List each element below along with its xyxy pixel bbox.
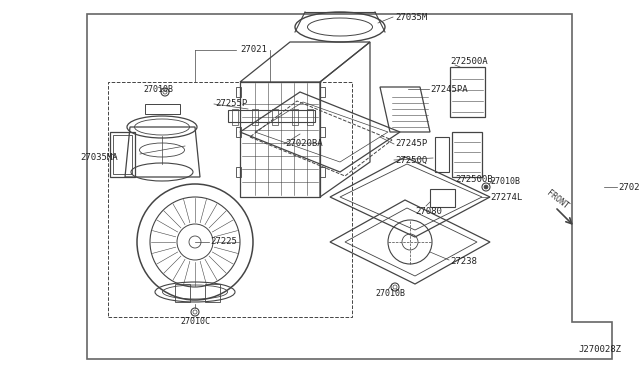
Text: 27021: 27021 (240, 45, 267, 55)
Text: 27010B: 27010B (143, 84, 173, 93)
Circle shape (484, 185, 488, 189)
Text: 27035MA: 27035MA (81, 153, 118, 161)
Bar (292, 109, 298, 125)
Text: 27020BA: 27020BA (285, 140, 323, 148)
Bar (320, 127, 325, 137)
Text: 27255P: 27255P (215, 99, 247, 109)
Text: 27238: 27238 (450, 257, 477, 266)
Text: 27250Q: 27250Q (395, 155, 428, 164)
Bar (110, 132, 135, 177)
Bar (307, 109, 313, 125)
Text: 27010B: 27010B (375, 289, 405, 298)
Text: FRONT: FRONT (545, 189, 570, 211)
Bar (236, 127, 241, 137)
Text: 272500A: 272500A (450, 58, 488, 67)
Text: 27010B: 27010B (490, 177, 520, 186)
Bar (320, 167, 325, 177)
Bar (452, 132, 482, 177)
Bar (435, 137, 449, 172)
Text: 27245P: 27245P (395, 140, 428, 148)
Text: 27080: 27080 (415, 208, 442, 217)
Bar (320, 87, 325, 97)
Text: J270028Z: J270028Z (578, 346, 621, 355)
Text: 27274L: 27274L (490, 192, 522, 202)
Text: 27225: 27225 (210, 237, 237, 247)
Bar (236, 167, 241, 177)
Bar (232, 109, 238, 125)
Text: 27020: 27020 (618, 183, 640, 192)
Text: 27035M: 27035M (395, 13, 428, 22)
Text: 272500B: 272500B (455, 176, 493, 185)
Bar (450, 67, 485, 117)
Bar (252, 109, 258, 125)
Bar (175, 284, 190, 302)
Bar (113, 135, 132, 174)
Bar (205, 284, 220, 302)
Bar (236, 87, 241, 97)
Text: 27010C: 27010C (180, 317, 210, 327)
Bar (272, 109, 278, 125)
Text: 27245PA: 27245PA (430, 84, 468, 93)
